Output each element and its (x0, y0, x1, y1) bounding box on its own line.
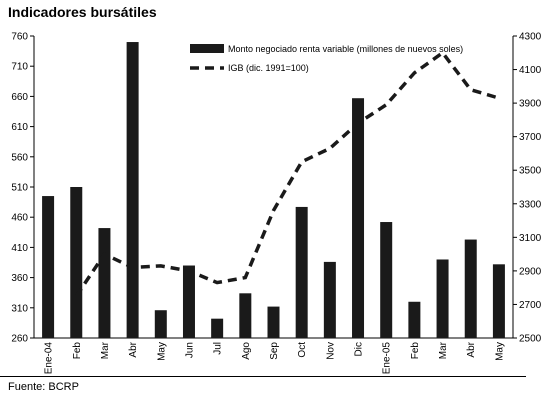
bar (98, 228, 111, 338)
bar (436, 259, 449, 338)
x-tick-label: May (494, 342, 505, 361)
legend-bar-label: Monto negociado renta variable (millones… (228, 44, 463, 54)
x-tick-label: Sep (269, 342, 280, 360)
right-tick-label: 2700 (519, 300, 542, 311)
bar (323, 261, 336, 338)
legend-bar-swatch (190, 44, 224, 53)
bar (182, 265, 195, 338)
chart-axes: 260 310 360 410 460 510 560 610 660 710 760 2500 270… (11, 32, 541, 345)
legend-line-label: IGB (dic. 1991=100) (228, 63, 309, 73)
x-tick-label: Oct (297, 342, 308, 358)
left-tick-label: 260 (11, 334, 28, 345)
right-tick-label: 3500 (519, 166, 542, 177)
x-axis-labels: Ene-04 Feb Mar Abr May Jun Jul Ago Sep Oct Nov Dic E… (44, 341, 506, 374)
left-tick-label: 660 (11, 92, 28, 103)
x-tick-label: Mar (100, 341, 111, 359)
right-tick-label: 2500 (519, 334, 542, 345)
footer-rule (0, 376, 526, 377)
bar (380, 222, 393, 338)
x-tick-label: Nov (325, 342, 336, 360)
right-tick-label: 3100 (519, 233, 542, 244)
left-tick-label: 760 (11, 32, 28, 43)
right-tick-label: 3900 (519, 99, 542, 110)
right-tick-label: 4300 (519, 32, 542, 43)
right-tick-label: 3300 (519, 199, 542, 210)
bar-series (42, 42, 505, 338)
left-tick-label: 360 (11, 273, 28, 284)
bar (211, 318, 224, 338)
x-tick-label: Dic (354, 342, 365, 356)
right-tick-label: 3700 (519, 132, 542, 143)
left-tick-label: 610 (11, 122, 28, 133)
x-tick-label: Feb (410, 342, 421, 360)
source-note: Fuente: BCRP (8, 381, 79, 393)
x-tick-label: Feb (72, 342, 83, 360)
x-tick-label: Ene-05 (382, 342, 393, 375)
x-tick-label: Ene-04 (44, 342, 55, 375)
bar (464, 239, 477, 338)
igb-line (74, 50, 500, 298)
right-tick-label: 2900 (519, 266, 542, 277)
bar (239, 293, 252, 338)
x-tick-label: Ago (241, 342, 252, 360)
left-tick-label: 310 (11, 303, 28, 314)
x-tick-label: Mar (438, 341, 449, 359)
left-tick-label: 410 (11, 243, 28, 254)
bar (126, 42, 139, 338)
bar (492, 264, 505, 338)
bar (70, 187, 83, 338)
x-tick-label: Abr (128, 341, 139, 357)
legend: Monto negociado renta variable (millones… (190, 44, 463, 73)
bar (267, 306, 280, 338)
left-tick-label: 560 (11, 152, 28, 163)
bar (42, 196, 55, 338)
bar (154, 310, 167, 338)
bar (295, 206, 308, 338)
bar (352, 98, 365, 338)
right-tick-label: 4100 (519, 65, 542, 76)
x-tick-label: Jul (213, 342, 224, 355)
x-tick-label: May (156, 342, 167, 361)
x-tick-label: Abr (466, 341, 477, 357)
bar (408, 301, 421, 338)
line-series (74, 50, 500, 298)
left-tick-label: 710 (11, 62, 28, 73)
left-tick-label: 510 (11, 183, 28, 194)
left-tick-label: 460 (11, 213, 28, 224)
x-tick-label: Jun (184, 342, 195, 358)
chart-title: Indicadores bursátiles (8, 4, 157, 20)
